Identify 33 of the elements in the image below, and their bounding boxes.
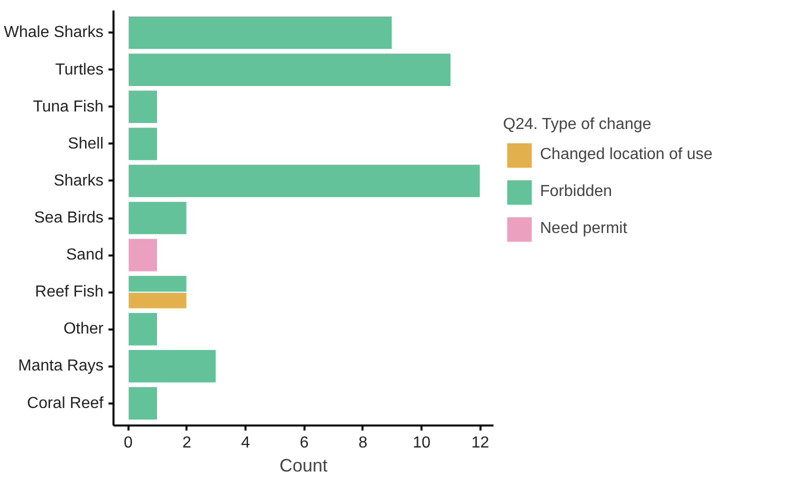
x-tick-label: 0 <box>124 434 133 452</box>
x-tick-label: 8 <box>358 434 368 452</box>
bar <box>128 164 481 198</box>
y-tick-label: Tuna Fish <box>32 98 104 116</box>
y-tick-label: Other <box>63 320 104 338</box>
y-tick-label: Sharks <box>54 172 104 190</box>
y-tick-label: Shell <box>68 135 104 152</box>
legend-label: Changed location of use <box>540 146 713 164</box>
bar <box>128 312 158 346</box>
bar <box>128 349 217 384</box>
bar <box>128 386 158 420</box>
y-tick-label: Reef Fish <box>35 284 104 301</box>
legend-title: Q24. Type of change <box>503 116 652 134</box>
y-tick-label: Coral Reef <box>27 394 104 412</box>
bar <box>128 126 158 162</box>
y-tick-label: Sea Birds <box>34 210 104 226</box>
legend-label: Need permit <box>540 220 628 238</box>
y-tick-label: Sand <box>66 246 104 264</box>
x-tick-label: 10 <box>412 434 431 452</box>
bar <box>128 200 188 236</box>
x-tick-label: 12 <box>471 434 490 452</box>
y-tick-label: Turtles <box>55 61 104 78</box>
y-tick-label: Manta Rays <box>18 358 104 375</box>
x-axis-title: Count <box>279 456 328 476</box>
bar <box>128 238 158 272</box>
legend-label: Forbidden <box>540 183 612 201</box>
bar <box>128 52 452 87</box>
x-tick-label: 2 <box>182 434 192 452</box>
x-tick-label: 4 <box>241 434 250 452</box>
bar <box>128 16 393 50</box>
y-tick-label: Whale Sharks <box>4 24 104 42</box>
x-tick-label: 6 <box>300 434 309 452</box>
bar <box>128 90 158 124</box>
